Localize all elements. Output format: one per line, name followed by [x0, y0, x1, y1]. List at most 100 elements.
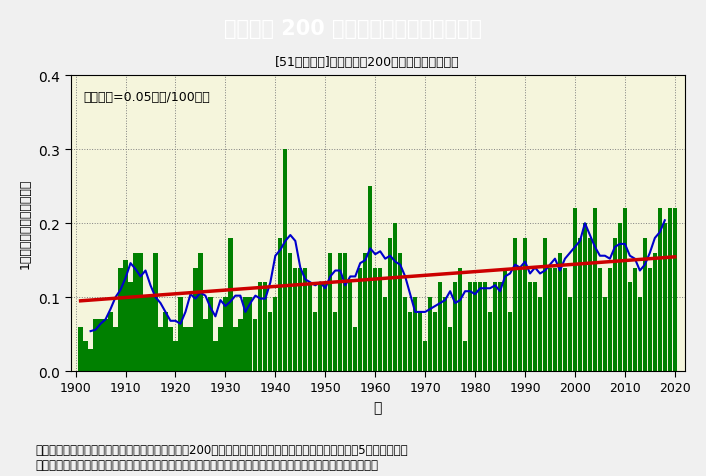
Text: 棒グラフ（緑）は１地点当たりの各年の日降水量200ミリ以上の年間日数。年ごと、あるいは青線（5年移動平均）
で示される数年ごとの変動を繰り返しながらも、赤線で示: 棒グラフ（緑）は１地点当たりの各年の日降水量200ミリ以上の年間日数。年ごと、あ…: [35, 443, 408, 471]
Bar: [309, 283, 313, 371]
Bar: [119, 268, 123, 371]
Text: 日降水量 200 ミリ以上の年間日数の変化: 日降水量 200 ミリ以上の年間日数の変化: [224, 19, 482, 39]
Bar: [223, 298, 227, 371]
Bar: [673, 209, 677, 371]
Bar: [198, 253, 203, 371]
Bar: [603, 298, 607, 371]
Bar: [513, 238, 517, 371]
Bar: [428, 298, 432, 371]
Bar: [633, 268, 637, 371]
Bar: [583, 224, 587, 371]
Bar: [133, 253, 138, 371]
Bar: [184, 327, 188, 371]
Bar: [628, 283, 632, 371]
Bar: [163, 312, 167, 371]
Bar: [114, 327, 118, 371]
X-axis label: 年: 年: [373, 400, 382, 414]
Bar: [138, 253, 143, 371]
Bar: [568, 298, 572, 371]
Bar: [448, 327, 453, 371]
Bar: [423, 342, 427, 371]
Bar: [298, 268, 302, 371]
Bar: [548, 268, 552, 371]
Bar: [283, 150, 287, 371]
Bar: [338, 253, 342, 371]
Bar: [608, 268, 612, 371]
Bar: [263, 283, 268, 371]
Bar: [318, 283, 323, 371]
Bar: [93, 320, 97, 371]
Bar: [378, 268, 383, 371]
Bar: [478, 283, 482, 371]
Bar: [538, 298, 542, 371]
Bar: [203, 320, 208, 371]
Bar: [343, 253, 347, 371]
Bar: [83, 342, 88, 371]
Bar: [208, 298, 213, 371]
Bar: [78, 327, 83, 371]
Bar: [623, 209, 627, 371]
Bar: [174, 342, 178, 371]
Bar: [613, 238, 617, 371]
Bar: [433, 312, 437, 371]
Bar: [642, 238, 647, 371]
Bar: [493, 283, 497, 371]
Bar: [303, 268, 307, 371]
Bar: [368, 187, 372, 371]
Bar: [528, 283, 532, 371]
Bar: [533, 283, 537, 371]
Bar: [104, 320, 108, 371]
Bar: [273, 298, 277, 371]
Bar: [213, 342, 217, 371]
Bar: [333, 312, 337, 371]
Bar: [233, 327, 237, 371]
Bar: [578, 238, 582, 371]
Bar: [249, 298, 253, 371]
Bar: [258, 283, 263, 371]
Bar: [124, 261, 128, 371]
Y-axis label: 1地点あたりの日数（日）: 1地点あたりの日数（日）: [18, 178, 31, 269]
Bar: [653, 253, 657, 371]
Bar: [553, 268, 557, 371]
Bar: [593, 209, 597, 371]
Bar: [148, 298, 152, 371]
Bar: [323, 283, 328, 371]
Bar: [348, 283, 352, 371]
Bar: [328, 253, 333, 371]
Bar: [398, 253, 402, 371]
Bar: [508, 312, 512, 371]
Text: トレンド=0.05（日/100年）: トレンド=0.05（日/100年）: [83, 91, 210, 104]
Bar: [143, 298, 148, 371]
Bar: [153, 253, 157, 371]
Bar: [363, 253, 367, 371]
Bar: [588, 238, 592, 371]
Bar: [268, 312, 273, 371]
Bar: [179, 298, 183, 371]
Bar: [488, 312, 492, 371]
Bar: [403, 298, 407, 371]
Bar: [438, 283, 442, 371]
Bar: [109, 312, 113, 371]
Bar: [128, 283, 133, 371]
Bar: [573, 209, 577, 371]
Text: [51地点平均]　日降水量200ミリ以上の年間日数: [51地点平均] 日降水量200ミリ以上の年間日数: [275, 56, 460, 69]
Bar: [658, 209, 662, 371]
Bar: [288, 253, 292, 371]
Bar: [353, 327, 357, 371]
Bar: [503, 268, 507, 371]
Bar: [238, 320, 242, 371]
Bar: [393, 224, 397, 371]
Bar: [158, 327, 162, 371]
Bar: [473, 283, 477, 371]
Bar: [638, 298, 642, 371]
Bar: [228, 238, 232, 371]
Bar: [383, 298, 388, 371]
Bar: [663, 224, 667, 371]
Bar: [563, 268, 567, 371]
Bar: [388, 238, 393, 371]
Bar: [244, 298, 248, 371]
Bar: [293, 268, 297, 371]
Bar: [88, 349, 92, 371]
Bar: [498, 283, 502, 371]
Bar: [189, 327, 193, 371]
